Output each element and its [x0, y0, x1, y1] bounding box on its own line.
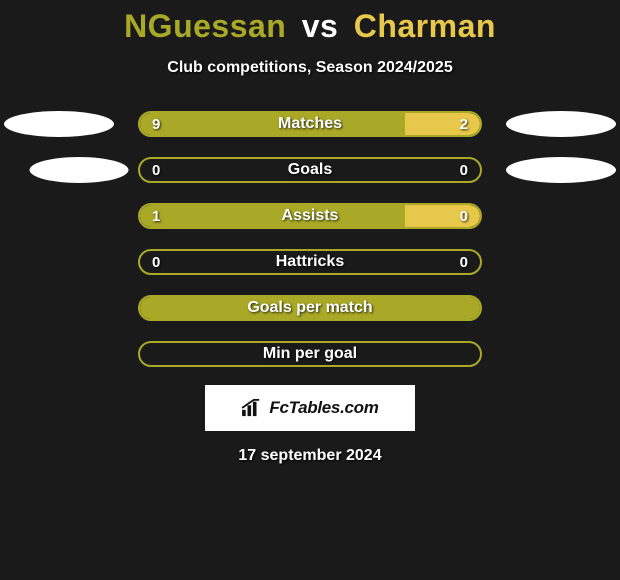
stat-bar: 92Matches [138, 111, 482, 137]
player1-marker [4, 111, 114, 137]
stat-row: 10Assists [0, 203, 620, 229]
stat-label: Hattricks [140, 253, 480, 271]
stat-label: Assists [140, 207, 480, 225]
stat-label: Min per goal [140, 345, 480, 363]
player2-name: Charman [354, 8, 496, 44]
stat-bar: Goals per match [138, 295, 482, 321]
stat-bar: 00Hattricks [138, 249, 482, 275]
stat-row: 00Goals [0, 157, 620, 183]
stat-rows: 92Matches 00Goals 10Assists 00Hattricks Goal… [0, 111, 620, 367]
comparison-card: NGuessan vs Charman Club competitions, S… [0, 0, 620, 580]
brand-text: FcTables.com [269, 398, 378, 418]
stat-label: Goals per match [140, 299, 480, 317]
stat-bar: 00Goals [138, 157, 482, 183]
player2-marker [506, 111, 616, 137]
date-text: 17 september 2024 [238, 447, 381, 465]
vs-text: vs [302, 8, 339, 44]
stat-bar: Min per goal [138, 341, 482, 367]
player2-marker [506, 157, 616, 183]
stat-row: 92Matches [0, 111, 620, 137]
player1-name: NGuessan [124, 8, 286, 44]
stat-bar: 10Assists [138, 203, 482, 229]
stat-row: Min per goal [0, 341, 620, 367]
stat-label: Goals [140, 161, 480, 179]
stat-row: Goals per match [0, 295, 620, 321]
stat-label: Matches [140, 115, 480, 133]
page-title: NGuessan vs Charman [124, 8, 496, 45]
brand-badge[interactable]: FcTables.com [205, 385, 415, 431]
stat-row: 00Hattricks [0, 249, 620, 275]
player1-marker [30, 157, 129, 183]
chart-icon [241, 399, 263, 417]
subtitle: Club competitions, Season 2024/2025 [167, 59, 452, 77]
